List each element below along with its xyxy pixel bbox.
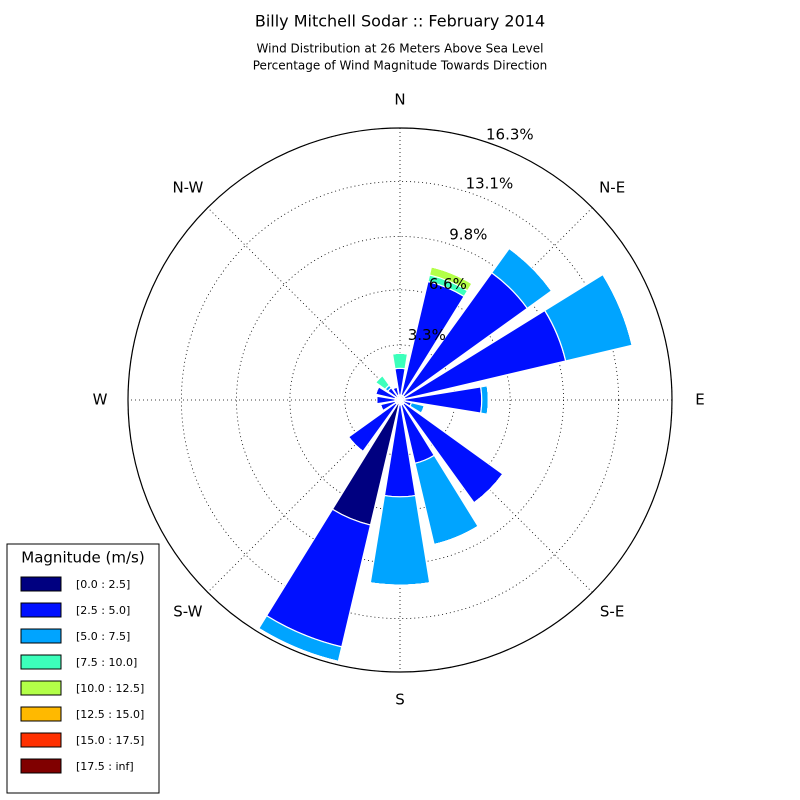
chart-subtitle: Percentage of Wind Magnitude Towards Dir… <box>253 59 547 73</box>
direction-label: W <box>93 391 108 409</box>
wedge-segment <box>486 385 490 415</box>
r-tick-label: 3.3% <box>408 326 446 344</box>
wedge-segment <box>375 386 380 395</box>
legend-label: [15.0 : 17.5] <box>76 734 144 747</box>
wedge-segment <box>258 628 339 663</box>
r-tick-label: 16.3% <box>486 125 534 143</box>
wedge-segment <box>473 473 504 504</box>
grid-ring <box>180 180 620 620</box>
legend: Magnitude (m/s) [0.0 : 2.5] [2.5 : 5.0] [5.… <box>6 543 160 794</box>
direction-label: E <box>695 391 704 409</box>
r-tick-label: 6.6% <box>429 275 467 293</box>
legend-swatch <box>20 576 62 592</box>
legend-swatch <box>20 680 62 696</box>
wedge-segment <box>392 352 408 355</box>
direction-label: S <box>395 691 405 709</box>
direction-label: N-E <box>599 178 625 196</box>
direction-label: S-W <box>173 603 202 621</box>
legend-label: [5.0 : 7.5] <box>76 630 130 643</box>
r-tick-label: 13.1% <box>466 175 514 193</box>
chart-title: Billy Mitchell Sodar :: February 2014 <box>255 12 545 31</box>
direction-label: S-E <box>600 603 624 621</box>
legend-swatch <box>20 732 62 748</box>
wedge-segment <box>431 266 473 285</box>
legend-label: [0.0 : 2.5] <box>76 578 130 591</box>
legend-title: Magnitude (m/s) <box>21 549 144 567</box>
legend-swatch <box>20 758 62 774</box>
direction-label: N <box>394 91 405 109</box>
wedge-segment <box>375 375 383 383</box>
legend-label: [17.5 : inf] <box>76 760 134 773</box>
legend-swatch <box>20 706 62 722</box>
outer-frame <box>127 127 673 673</box>
wedge-segment <box>433 525 479 546</box>
legend-swatch <box>20 602 62 618</box>
wedge-segment <box>420 405 425 414</box>
wedge-segment <box>391 352 409 370</box>
legend-label: [7.5 : 10.0] <box>76 656 137 669</box>
direction-label: N-W <box>172 178 203 196</box>
legend-swatch <box>20 628 62 644</box>
r-tick-label: 9.8% <box>449 226 487 244</box>
chart-subtitle: Wind Distribution at 26 Meters Above Sea… <box>257 42 544 56</box>
legend-label: [2.5 : 5.0] <box>76 604 130 617</box>
legend-swatch <box>20 654 62 670</box>
wedge-segment <box>508 247 553 292</box>
wedge-segment <box>370 582 430 586</box>
legend-label: [12.5 : 15.0] <box>76 708 144 721</box>
wedges <box>257 247 633 663</box>
legend-label: [10.0 : 12.5] <box>76 682 144 695</box>
